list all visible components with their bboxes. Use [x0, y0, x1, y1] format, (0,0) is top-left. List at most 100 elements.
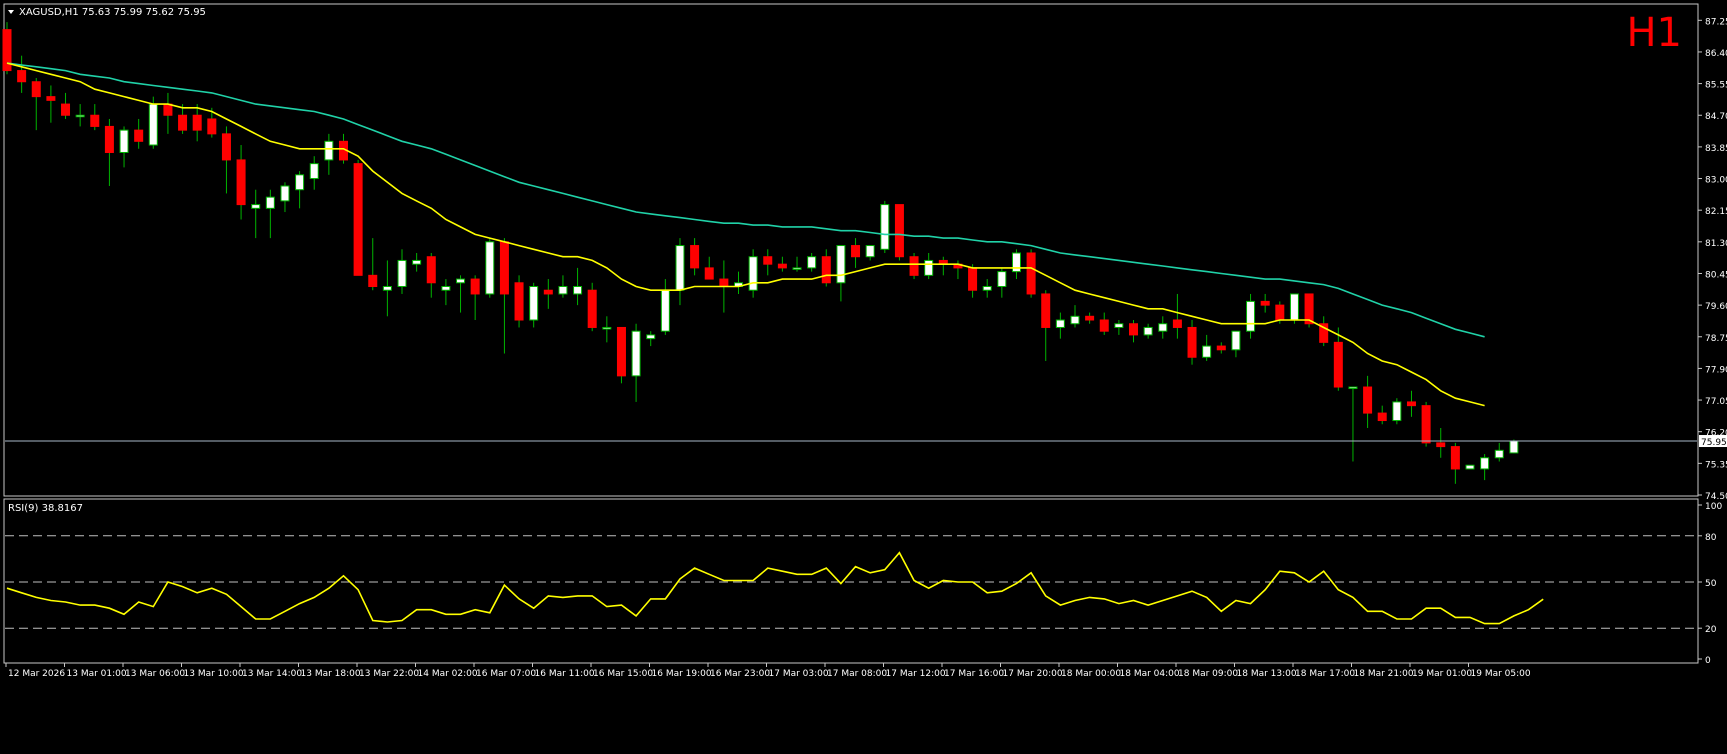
bear-candle [704, 267, 714, 280]
bear-candle [968, 267, 978, 291]
bull-candle [631, 330, 641, 377]
rsi-tick-label: 50 [1705, 579, 1717, 589]
bear-candle [690, 245, 700, 269]
bull-candle [748, 256, 758, 291]
bear-candle [1333, 341, 1343, 388]
bull-candle [646, 334, 656, 340]
price-tick-label: 84.70 [1705, 112, 1727, 122]
bull-candle [675, 245, 685, 291]
bear-candle [616, 326, 626, 377]
bear-candle [851, 245, 861, 258]
moving-averages [6, 62, 1485, 407]
symbol-info: XAGUSD,H1 75.63 75.99 75.62 75.95 [19, 7, 206, 18]
price-tick-label: 87.25 [1705, 17, 1727, 27]
bull-candle [1465, 464, 1475, 470]
bull-candle [1246, 300, 1256, 332]
rsi-tick-label: 0 [1705, 656, 1711, 666]
bear-candle [821, 256, 831, 284]
bear-candle [1026, 252, 1036, 295]
bear-candle [1187, 326, 1197, 358]
bull-candle [1070, 315, 1080, 325]
bull-candle [792, 267, 802, 270]
fast-moving-average [6, 62, 1485, 407]
time-tick-label: 16 Mar 15:00 [593, 669, 653, 679]
price-tick-label: 80.45 [1705, 270, 1727, 280]
time-tick-label: 16 Mar 23:00 [710, 669, 770, 679]
time-tick-label: 19 Mar 01:00 [1412, 669, 1472, 679]
bear-candle [1275, 304, 1285, 321]
time-tick-label: 18 Mar 17:00 [1295, 669, 1355, 679]
bear-candle [31, 81, 41, 98]
time-tick-label: 16 Mar 07:00 [476, 669, 536, 679]
bear-candle [236, 159, 246, 206]
timeframe-badge: H1 [1626, 10, 1682, 56]
bull-candle [558, 286, 568, 295]
bull-candle [485, 241, 495, 295]
time-tick-label: 14 Mar 02:00 [418, 669, 478, 679]
bull-candle [382, 286, 392, 291]
bull-candle [982, 286, 992, 291]
main-pane-frame [3, 3, 1699, 497]
price-tick-label: 79.60 [1705, 302, 1727, 312]
price-tick-label: 82.15 [1705, 207, 1727, 217]
bear-candle [1363, 386, 1373, 414]
bear-candle [90, 114, 100, 127]
bear-candle [134, 129, 144, 142]
bear-candle [1099, 319, 1109, 332]
price-axis: 87.25 86.40 85.55 84.70 83.85 83.00 82.15 81.30… [1698, 17, 1727, 502]
bull-candle [412, 259, 422, 265]
symbol-dropdown-icon[interactable] [8, 10, 14, 14]
time-tick-label: 17 Mar 16:00 [944, 669, 1004, 679]
bear-candle [1260, 300, 1270, 306]
price-tick-label: 83.85 [1705, 144, 1727, 154]
candles [2, 22, 1519, 484]
bear-candle [1041, 293, 1051, 328]
time-tick-label: 18 Mar 09:00 [1178, 669, 1238, 679]
bear-candle [426, 256, 436, 284]
bull-candle [660, 289, 670, 332]
bear-candle [514, 282, 524, 321]
bear-candle [17, 70, 27, 83]
time-tick-label: 19 Mar 05:00 [1471, 669, 1531, 679]
slow-moving-average [6, 62, 1485, 338]
bear-candle [2, 29, 12, 72]
bear-candle [470, 278, 480, 295]
time-tick-label: 13 Mar 10:00 [184, 669, 244, 679]
price-tick-label: 83.00 [1705, 176, 1727, 186]
price-tick-label: 81.30 [1705, 239, 1727, 249]
bull-candle [1158, 323, 1168, 332]
time-tick-label: 13 Mar 22:00 [359, 669, 419, 679]
bear-candle [1085, 315, 1095, 321]
price-label-text: 75.95 [1701, 438, 1727, 448]
time-tick-label: 17 Mar 20:00 [1003, 669, 1063, 679]
bear-candle [163, 103, 173, 116]
bear-candle [587, 289, 597, 328]
price-tick-label: 75.35 [1705, 460, 1727, 470]
bear-candle [894, 204, 904, 258]
bear-candle [1304, 293, 1314, 325]
time-tick-label: 18 Mar 00:00 [1061, 669, 1121, 679]
bull-candle [251, 204, 261, 209]
rsi-levels [5, 535, 1697, 629]
bear-candle [763, 256, 773, 265]
bear-candle [777, 263, 787, 269]
time-tick-label: 18 Mar 21:00 [1354, 669, 1414, 679]
bull-candle [865, 245, 875, 258]
bear-candle [207, 118, 217, 135]
rsi-tick-label: 80 [1705, 533, 1717, 543]
bear-candle [221, 133, 231, 161]
bear-candle [1172, 319, 1182, 328]
rsi-axis: 100 80 50 20 0 [1698, 502, 1722, 666]
bull-candle [997, 271, 1007, 288]
bear-candle [1377, 412, 1387, 422]
bull-candle [1289, 293, 1299, 321]
price-tick-label: 85.55 [1705, 81, 1727, 91]
bull-candle [924, 259, 934, 276]
price-tick-label: 77.90 [1705, 365, 1727, 375]
time-tick-label: 18 Mar 13:00 [1237, 669, 1297, 679]
rsi-tick-label: 100 [1705, 502, 1722, 512]
bear-candle [61, 103, 71, 116]
bull-candle [1011, 252, 1021, 273]
